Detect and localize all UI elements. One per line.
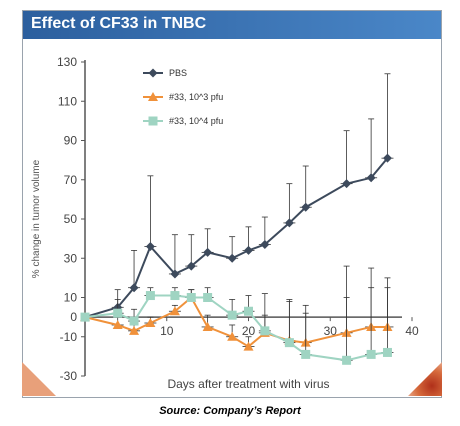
high-dose-point — [113, 308, 123, 318]
high-dose-point — [170, 291, 180, 301]
y-tick-label: -30 — [60, 369, 78, 383]
corner-decoration-left — [22, 362, 56, 396]
legend-low-dose-label: #33, 10^3 pfu — [169, 92, 223, 102]
high-dose-point — [186, 293, 196, 302]
pbs-point — [301, 202, 311, 212]
pbs-point — [170, 269, 180, 279]
legend-low-dose-marker — [148, 92, 158, 101]
pbs-point — [203, 247, 213, 257]
x-tick-label: 10 — [160, 324, 174, 338]
chart-title-bar: Effect of CF33 in TNBC — [23, 11, 441, 39]
low-dose-point — [227, 331, 238, 341]
high-dose-point — [284, 338, 294, 348]
low-dose-point — [169, 306, 180, 316]
y-tick-label: 50 — [64, 212, 78, 226]
y-tick-label: 130 — [57, 55, 77, 69]
high-dose-point — [80, 312, 90, 322]
pbs-point — [186, 261, 196, 271]
x-axis-label: Days after treatment with virus — [167, 377, 329, 391]
low-dose-point — [202, 321, 213, 331]
legend-pbs-marker — [148, 68, 158, 78]
legend-pbs-label: PBS — [169, 68, 187, 78]
legend-high-dose-marker — [148, 116, 158, 126]
low-dose-point — [112, 319, 123, 329]
low-dose-point — [243, 341, 254, 351]
high-dose-point — [342, 355, 352, 365]
y-tick-label: 110 — [58, 94, 77, 108]
pbs-point — [366, 173, 376, 183]
y-tick-label: 0 — [70, 310, 77, 324]
chart-title: Effect of CF33 in TNBC — [31, 15, 207, 32]
x-tick-label: 40 — [405, 324, 419, 338]
legend-high-dose-label: #33, 10^4 pfu — [169, 116, 223, 126]
high-dose-point — [129, 316, 139, 326]
y-axis-label: % change in tumor volume — [31, 159, 42, 278]
high-dose-point — [203, 293, 213, 302]
pbs-point — [244, 245, 253, 255]
pbs-point — [145, 241, 155, 251]
y-tick-label: 90 — [64, 134, 78, 148]
high-dose-series-line — [84, 294, 388, 362]
y-tick-label: 30 — [64, 251, 78, 265]
pbs-point — [129, 283, 139, 293]
pbs-point — [342, 179, 352, 189]
high-dose-point — [244, 306, 253, 316]
high-dose-point — [227, 310, 237, 320]
y-tick-label: -10 — [60, 330, 78, 344]
y-tick-label: 70 — [64, 173, 78, 187]
pbs-point — [260, 240, 270, 250]
high-dose-point — [301, 349, 311, 359]
pbs-point — [227, 253, 237, 263]
x-tick-label: 30 — [324, 324, 338, 338]
high-dose-point — [145, 291, 155, 301]
pbs-point — [284, 218, 294, 228]
high-dose-point — [382, 347, 392, 357]
source-caption: Source: Company’s Report — [159, 405, 301, 417]
y-tick-label: 10 — [64, 291, 78, 305]
pbs-series-line — [84, 157, 389, 319]
x-tick-label: 20 — [242, 324, 256, 338]
pbs-point — [382, 153, 392, 163]
high-dose-point — [366, 349, 376, 359]
high-dose-point — [260, 326, 270, 336]
low-dose-point — [129, 325, 140, 335]
low-dose-point — [145, 318, 156, 328]
